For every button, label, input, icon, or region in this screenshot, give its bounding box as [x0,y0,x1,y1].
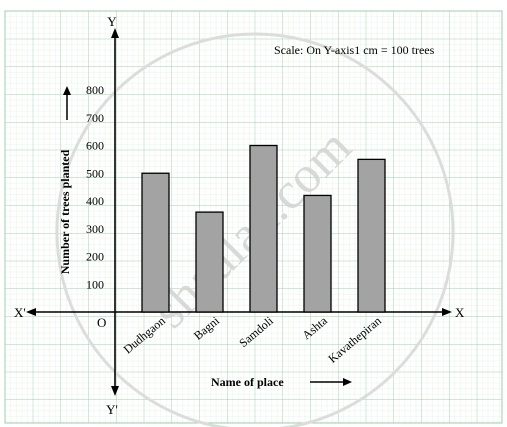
y-axis-title: Number of trees planted [58,149,72,274]
y-title-arrow-icon [63,86,71,95]
y-axis-up-arrow-icon [111,28,119,38]
bar-samdoli [249,144,278,313]
x-axis-right-arrow-icon [442,308,452,316]
y-axis-positive-label: Y [107,14,117,29]
x-axis-left-arrow-icon [26,308,36,316]
y-tick-label: 600 [86,139,104,153]
y-tick-label: 800 [86,83,104,97]
y-axis-title-group: Number of trees planted [58,86,72,274]
y-tick-label: 300 [86,222,104,236]
bar-bagni [195,211,224,313]
bar-dudhgaon [141,172,170,313]
y-tick-label: 200 [86,250,104,264]
bars [141,144,386,313]
y-tick-label: 500 [86,166,104,180]
x-title-arrow-icon [343,378,352,386]
scale-note: Scale: On Y-axis1 cm = 100 trees [274,43,435,57]
bar-kavathepiran [357,158,386,313]
y-axis-negative-label: Y' [106,402,118,417]
y-tick-label: 700 [86,111,104,125]
x-axis-positive-label: X [455,305,465,320]
x-axis-title-group: Name of place [211,375,352,389]
y-tick-label: 100 [86,277,104,291]
y-axis-down-arrow-icon [111,386,119,396]
x-axis-title: Name of place [211,375,284,389]
origin-label: O [97,315,106,330]
bar-ashta [303,194,332,313]
y-tick-label: 400 [86,194,104,208]
x-axis-negative-label: X' [14,305,26,320]
watermark-circle [55,32,455,427]
y-tick-labels: 100 200 300 400 500 600 700 800 [86,83,104,291]
